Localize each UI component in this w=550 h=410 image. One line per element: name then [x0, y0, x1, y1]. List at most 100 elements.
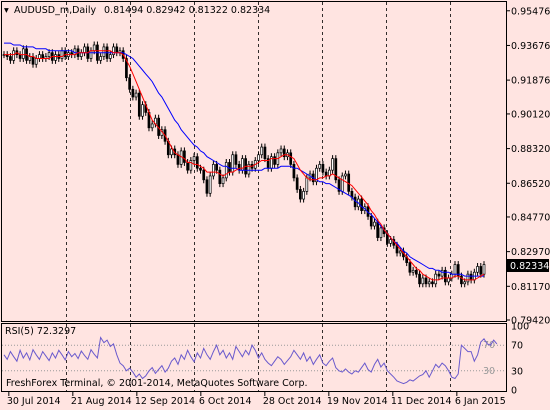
candle-body: [295, 177, 299, 190]
candle-body: [231, 154, 235, 173]
rsi-level-value: 30: [483, 366, 495, 377]
candle-body: [176, 154, 180, 165]
candle-body: [215, 164, 218, 171]
candle-body: [418, 273, 421, 285]
candle-body: [302, 191, 305, 200]
candle-body: [60, 50, 64, 59]
candle-body: [102, 46, 106, 57]
candle-body: [421, 277, 425, 285]
symbol-title: AUDUSD_m,Daily: [14, 5, 97, 16]
candle-body: [12, 50, 16, 61]
candle-body: [482, 264, 486, 275]
candle-body: [208, 175, 212, 194]
candle-body: [234, 154, 238, 165]
candle-body: [453, 264, 457, 275]
candle-body: [9, 56, 12, 61]
candle-body: [279, 148, 283, 154]
vertical-grid: [66, 2, 451, 391]
ma-fast-line: [4, 50, 485, 281]
candle-body: [447, 277, 450, 283]
candle-body: [479, 266, 483, 275]
candle-body: [389, 239, 392, 244]
rsi-label: RSI(5) 72.3297: [5, 326, 76, 337]
candle-body: [360, 198, 363, 211]
candle-body: [443, 269, 447, 283]
candle-body: [112, 46, 115, 55]
candle-body: [218, 169, 222, 184]
current-price-badge: [507, 259, 549, 272]
candle-body: [92, 44, 96, 52]
candle-body: [195, 156, 199, 169]
time-tick-label: 6 Oct 2014: [199, 396, 252, 407]
candle-body: [247, 164, 251, 175]
price-tick-label: 0.90120: [511, 109, 550, 120]
candle-body: [305, 177, 309, 192]
candle-body: [134, 92, 138, 98]
candle-body: [469, 273, 473, 281]
candle-body: [115, 46, 119, 54]
candle-body: [321, 164, 325, 173]
candle-body: [463, 281, 467, 285]
candle-body: [128, 77, 131, 90]
time-axis: 30 Jul 2014 21 Aug 2014 12 Sep 2014 6 Oct 2…: [7, 392, 506, 407]
candle-body: [260, 146, 264, 156]
time-tick-label: 6 Jan 2015: [455, 396, 506, 407]
candle-body: [28, 56, 32, 61]
time-tick-label: 11 Dec 2014: [391, 396, 452, 407]
candle-body: [150, 123, 154, 129]
current-price-label: 0.82334: [510, 261, 549, 272]
rsi-level-value: 70: [483, 340, 495, 351]
candle-body: [221, 177, 225, 184]
candle-body: [137, 92, 141, 117]
candle-body: [376, 221, 380, 238]
candle-body: [192, 156, 196, 161]
candle-body: [83, 46, 86, 54]
candle-body: [38, 54, 41, 59]
candle-body: [170, 148, 173, 156]
candle-body: [224, 162, 228, 179]
candle-body: [257, 154, 260, 161]
candle-body: [202, 169, 206, 181]
candle-body: [337, 179, 341, 192]
candle-body: [466, 273, 470, 283]
candle-body: [31, 56, 35, 65]
candle-body: [289, 152, 293, 165]
candle-body: [54, 54, 57, 61]
time-tick-label: 28 Oct 2014: [263, 396, 322, 407]
price-tick-label: 0.81170: [511, 282, 550, 293]
price-tick-label: 0.86520: [511, 179, 550, 190]
price-tick-label: 0.95476: [511, 6, 550, 17]
candle-body: [41, 54, 45, 59]
candle-body: [414, 269, 418, 275]
candle-body: [460, 275, 463, 285]
candle-body: [205, 179, 209, 194]
candle-body: [344, 173, 347, 177]
candle-body: [63, 50, 67, 57]
rsi-axis: 100 70 30 0: [511, 322, 529, 397]
candle-body: [299, 189, 302, 200]
candle-body: [183, 150, 186, 163]
candle-body: [47, 52, 51, 57]
candle-body: [189, 160, 193, 171]
candle-body: [79, 52, 83, 57]
candle-body: [89, 50, 93, 59]
candle-body: [212, 164, 215, 177]
candle-body: [411, 269, 415, 273]
candle-body: [125, 58, 128, 79]
symbol-icon: ▾: [4, 5, 9, 16]
candle-body: [398, 250, 402, 254]
price-tick-label: 0.91876: [511, 76, 550, 87]
rsi-line: [3, 336, 498, 385]
candle-body: [427, 281, 431, 285]
candle-body: [340, 175, 344, 192]
rsi-scale-label: 100: [511, 322, 529, 333]
price-tick-label: 0.79420: [511, 316, 550, 327]
candle-body: [21, 48, 25, 59]
candle-body: [263, 146, 267, 159]
price-tick-label: 0.84770: [511, 212, 550, 223]
candle-body: [108, 54, 112, 59]
price-tick-label: 0.88320: [511, 144, 550, 155]
candle-body: [431, 281, 434, 285]
candle-body: [99, 56, 102, 61]
